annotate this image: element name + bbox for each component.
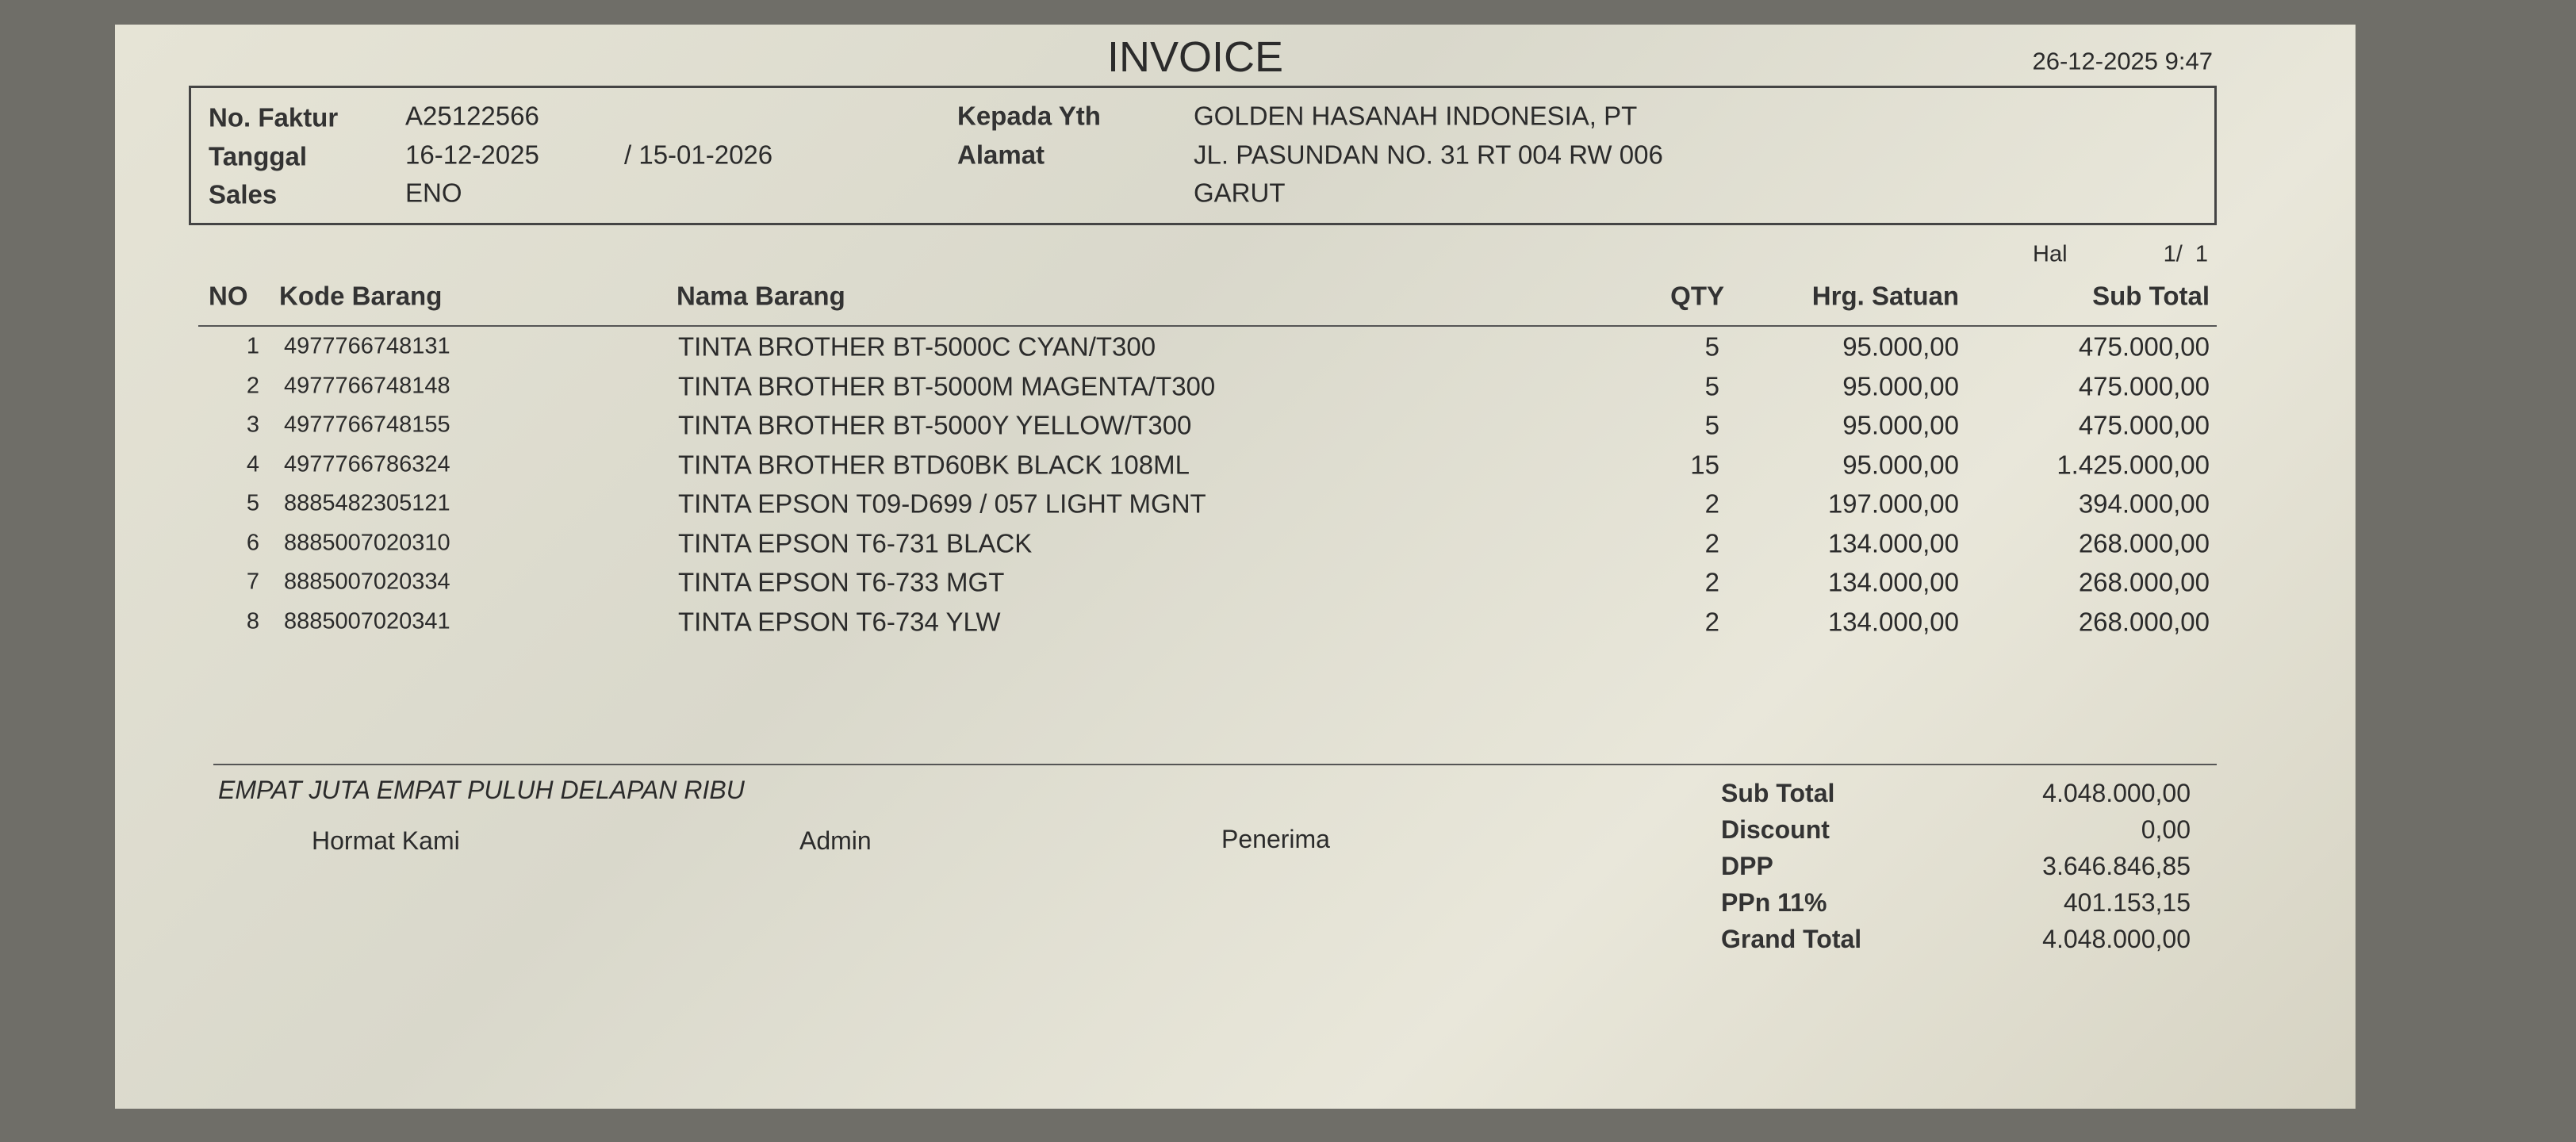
cell: 134.000,00 [1827,567,1959,597]
cell: 8885007020341 [284,608,450,634]
cell: 5 [1704,331,1719,362]
label: Kepada Yth [957,101,1101,131]
cell: 2 [1704,489,1719,519]
cell: 15 [1690,450,1719,479]
cell: 95.000,00 [1842,371,1959,400]
signature-label: Admin [799,826,872,855]
total-label: DPP [1721,852,1773,880]
column-header: QTY [1670,281,1724,311]
cell: 1.425.000,00 [2057,450,2210,479]
cell: 475.000,00 [2078,371,2210,400]
total-label: PPn 11% [1721,888,1827,917]
signature-label: Penerima [1221,825,1330,853]
cell: 2 [1704,567,1719,597]
column-header: NO [209,281,248,311]
cell: 394.000,00 [2078,489,2210,519]
total-value: 0,00 [2141,815,2191,844]
column-header: Nama Barang [677,281,845,311]
label: Tanggal [209,141,308,171]
cell: 3 [246,412,259,438]
value: 16-12-2025 [405,140,539,170]
cell: 8 [246,608,259,634]
cell: 1 [246,333,259,359]
cell: 475.000,00 [2078,331,2210,362]
total-value: 4.048.000,00 [2042,925,2191,953]
cell: 475.000,00 [2078,410,2210,440]
print-datetime: 26-12-2025 9:47 [2032,47,2213,75]
value: GOLDEN HASANAH INDONESIA, PT [1194,101,1638,131]
cell: 2 [1704,607,1719,636]
column-header: Sub Total [2092,281,2210,311]
total-label: Discount [1721,815,1830,844]
header-box [189,86,2217,225]
cell: 95.000,00 [1842,331,1959,362]
cell: TINTA BROTHER BTD60BK BLACK 108ML [678,450,1190,479]
cell: 2 [1704,528,1719,558]
value: ENO [405,178,462,208]
value: A25122566 [405,101,539,131]
cell: TINTA EPSON T6-734 YLW [678,607,1001,636]
label: No. Faktur [209,102,339,132]
label: Alamat [957,140,1045,170]
total-value: 4.048.000,00 [2042,779,2191,807]
cell: 95.000,00 [1842,450,1959,479]
header-rule [198,325,2217,327]
cell: TINTA EPSON T6-731 BLACK [678,528,1033,558]
cell: 4977766748155 [284,412,450,438]
cell: TINTA BROTHER BT-5000Y YELLOW/T300 [678,410,1192,440]
column-header: Kode Barang [279,281,443,311]
column-header: Hrg. Satuan [1811,281,1959,311]
value: JL. PASUNDAN NO. 31 RT 004 RW 006 [1194,140,1663,170]
page-number: 1/ 1 [2163,241,2208,267]
cell: 4977766748131 [284,333,450,359]
page-label: Hal [2033,241,2068,267]
total-value: 401.153,15 [2063,888,2191,917]
cell: 2 [246,373,259,398]
total-label: Sub Total [1721,779,1835,807]
cell: TINTA BROTHER BT-5000M MAGENTA/T300 [678,371,1216,400]
value: / 15-01-2026 [624,140,773,170]
cell: 5 [246,490,259,516]
invoice-panel [115,25,2356,1109]
invoice-title: INVOICE [1106,33,1284,81]
cell: 134.000,00 [1827,607,1959,636]
cell: 4 [246,451,259,477]
label: Sales [209,179,278,209]
cell: TINTA BROTHER BT-5000C CYAN/T300 [678,331,1156,362]
cell: 4977766786324 [284,451,450,477]
total-label: Grand Total [1721,925,1862,953]
cell: 8885482305121 [284,490,450,516]
cell: 268.000,00 [2078,567,2210,597]
cell: TINTA EPSON T6-733 MGT [678,567,1005,597]
cell: 268.000,00 [2078,528,2210,558]
cell: 4977766748148 [284,373,450,398]
value: GARUT [1194,178,1286,208]
total-value: 3.646.846,85 [2042,852,2191,880]
footer-rule [213,764,2217,765]
cell: 95.000,00 [1842,410,1959,440]
cell: 8885007020310 [284,530,450,555]
signature-label: Hormat Kami [312,826,460,855]
amount-in-words: EMPAT JUTA EMPAT PULUH DELAPAN RIBU [218,776,745,804]
cell: 8885007020334 [284,569,450,595]
cell: 268.000,00 [2078,607,2210,636]
cell: 5 [1704,410,1719,440]
cell: 134.000,00 [1827,528,1959,558]
cell: 197.000,00 [1827,489,1959,519]
cell: 7 [246,569,259,595]
cell: 6 [246,530,259,555]
cell: TINTA EPSON T09-D699 / 057 LIGHT MGNT [678,489,1206,519]
cell: 5 [1704,371,1719,400]
